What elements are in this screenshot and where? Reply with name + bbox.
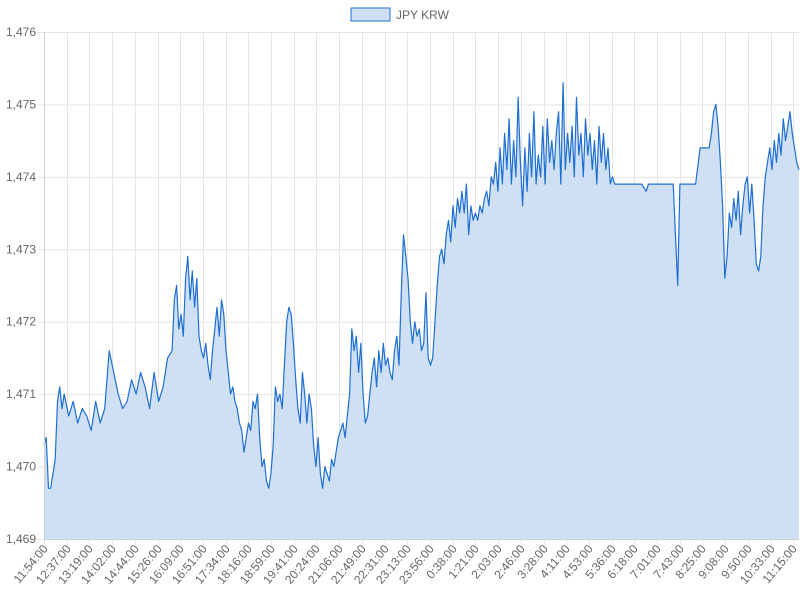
series-area-fill [44,82,799,539]
legend-swatch[interactable] [350,7,391,22]
y-tick-label: 1,472 [6,315,36,329]
y-tick-label: 1,475 [6,97,36,111]
y-tick-label: 1,474 [6,170,36,184]
y-tick-label: 1,473 [6,242,36,256]
y-tick-label: 1,476 [6,25,36,39]
series-area-layer [43,82,800,539]
y-tick-label: 1,469 [6,532,36,546]
series-line [43,82,800,489]
legend-label[interactable]: JPY KRW [396,8,450,22]
y-tick-label: 1,471 [6,387,36,401]
legend[interactable]: JPY KRW [350,7,450,22]
y-tick-label: 1,470 [6,460,36,474]
